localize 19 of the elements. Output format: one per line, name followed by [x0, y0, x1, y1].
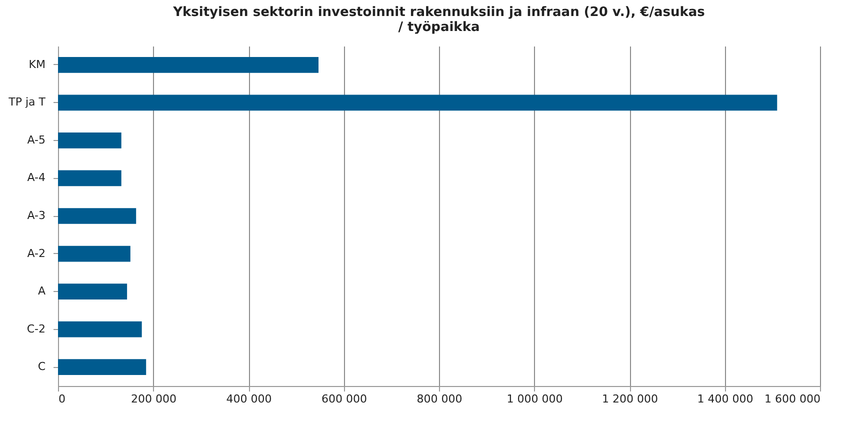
x-tick-label: 1 200 000 — [602, 392, 658, 406]
x-tick-label: 1 400 000 — [697, 392, 754, 406]
y-tick-label: C — [38, 360, 46, 374]
y-tick-label: A-4 — [27, 171, 46, 184]
x-tick-label: 400 000 — [226, 392, 272, 406]
y-tick-label: A-3 — [27, 209, 46, 222]
y-tick-label: A-2 — [27, 246, 46, 260]
y-tick-label: KM — [28, 58, 46, 71]
x-tick-label: 0 — [58, 392, 66, 406]
y-tick-label: A-5 — [27, 133, 46, 146]
x-tick-label: 200 000 — [131, 392, 176, 406]
y-tick-label: TP ja T — [8, 96, 46, 109]
x-tick-label: 800 000 — [416, 392, 462, 406]
x-tick-label: 1 600 000 — [764, 392, 820, 406]
x-tick-label: 600 000 — [322, 392, 367, 406]
chart-title: Yksityisen sektorin investoinnit rakennuksiin ja infraan (20 v.), €/asukas / työpaikka — [172, 5, 706, 35]
y-tick-label: A — [38, 284, 46, 298]
x-tick-label: 1 000 000 — [506, 392, 563, 406]
y-tick-label: C-2 — [26, 322, 46, 336]
